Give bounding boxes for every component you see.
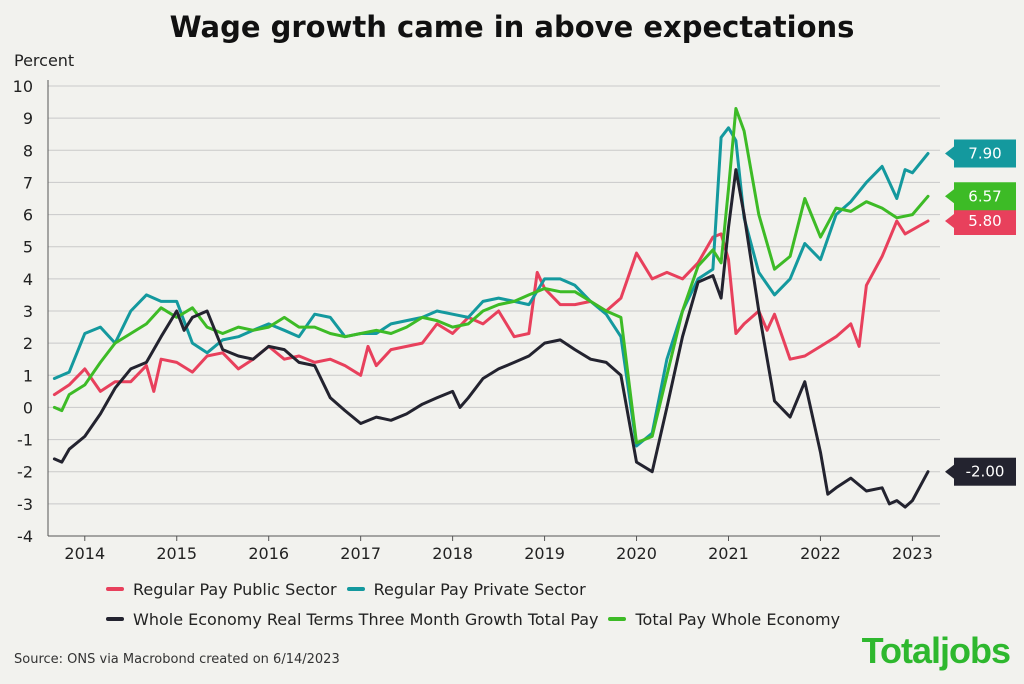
chart-title: Wage growth came in above expectations xyxy=(169,10,855,44)
legend-swatch-total-pay xyxy=(608,617,627,621)
brand-logo[interactable]: Totaljobs xyxy=(861,630,1011,671)
y-tick-label: -1 xyxy=(17,431,33,450)
x-tick-label: 2022 xyxy=(800,544,841,563)
series-line-real xyxy=(52,168,930,509)
y-tick-label: 3 xyxy=(23,302,33,321)
badge-box xyxy=(954,207,1016,235)
x-tick-label: 2019 xyxy=(524,544,565,563)
badge-value: -2.00 xyxy=(966,463,1005,481)
y-tick-labels: -4 -3 -2 -1 0 1 2 3 4 5 6 7 8 9 10 xyxy=(13,77,33,546)
badge-pointer xyxy=(945,464,954,479)
x-tick-label: 2018 xyxy=(432,544,473,563)
y-tick-label: 1 xyxy=(23,366,33,385)
legend-label-public-sector: Regular Pay Public Sector xyxy=(133,579,337,599)
x-tick-label: 2015 xyxy=(156,544,197,563)
badge-box xyxy=(954,457,1016,486)
x-tick-label: 2016 xyxy=(248,544,289,563)
x-tick-label: 2020 xyxy=(616,544,657,563)
end-badge-private: 7.90 xyxy=(945,139,1016,168)
series-line-total xyxy=(52,107,930,445)
end-badge-total: 6.57 xyxy=(945,182,1016,211)
axes xyxy=(47,80,940,541)
end-badge-real: -2.00 xyxy=(945,457,1016,486)
y-tick-label: 0 xyxy=(23,398,33,417)
badge-pointer xyxy=(945,214,954,228)
legend-item-real-terms[interactable]: Whole Economy Real Terms Three Month Gro… xyxy=(106,610,598,629)
badge-value: 6.57 xyxy=(968,187,1001,205)
y-tick-label: -4 xyxy=(17,527,33,546)
badge-pointer xyxy=(945,189,954,204)
y-tick-label: 9 xyxy=(23,109,33,128)
badge-value: 7.90 xyxy=(968,145,1001,163)
badge-box xyxy=(954,139,1016,168)
y-tick-label: 6 xyxy=(23,206,33,225)
x-tick-label: 2017 xyxy=(340,544,381,563)
legend: Regular Pay Public Sector Regular Pay Pr… xyxy=(106,574,1006,634)
legend-label-private-sector: Regular Pay Private Sector xyxy=(373,579,586,599)
x-tick-labels: 2014 2015 2016 2017 2018 2019 2020 2021 2022 2023 xyxy=(64,544,932,563)
legend-item-total-pay[interactable]: Total Pay Whole Economy xyxy=(608,610,840,629)
y-tick-label: 8 xyxy=(23,141,33,160)
legend-item-public-sector[interactable]: Regular Pay Public Sector xyxy=(106,580,337,599)
legend-swatch-private-sector xyxy=(346,587,365,591)
y-tick-label: 4 xyxy=(23,270,33,289)
x-tick-label: 2021 xyxy=(708,544,749,563)
end-value-badges: 5.80 7.90 -2.00 6.57 xyxy=(945,139,1016,486)
legend-row: Whole Economy Real Terms Three Month Gro… xyxy=(106,604,1006,634)
y-tick-label: -3 xyxy=(17,495,33,514)
series-line-public xyxy=(52,219,930,397)
end-badge-public: 5.80 xyxy=(945,207,1016,235)
legend-label-total-pay: Total Pay Whole Economy xyxy=(635,609,841,629)
legend-row: Regular Pay Public Sector Regular Pay Pr… xyxy=(106,574,1006,604)
legend-label-real-terms: Whole Economy Real Terms Three Month Gro… xyxy=(133,609,599,629)
source-note: Source: ONS via Macrobond created on 6/1… xyxy=(14,652,340,667)
badge-pointer xyxy=(945,146,954,161)
x-tick-label: 2023 xyxy=(892,544,933,563)
x-tick-label: 2014 xyxy=(64,544,105,563)
legend-item-private-sector[interactable]: Regular Pay Private Sector xyxy=(346,579,586,599)
badge-box xyxy=(954,182,1016,211)
y-axis-label: Percent xyxy=(14,51,74,70)
legend-swatch-public-sector xyxy=(106,587,124,591)
badge-value: 5.80 xyxy=(968,212,1001,230)
y-tick-label: 7 xyxy=(23,173,33,192)
y-tick-label: 2 xyxy=(23,334,33,353)
series-lines xyxy=(52,107,930,509)
legend-swatch-real-terms xyxy=(106,617,124,621)
y-tick-label: -2 xyxy=(17,463,33,482)
y-tick-label: 10 xyxy=(13,77,33,96)
y-tick-label: 5 xyxy=(23,238,33,257)
